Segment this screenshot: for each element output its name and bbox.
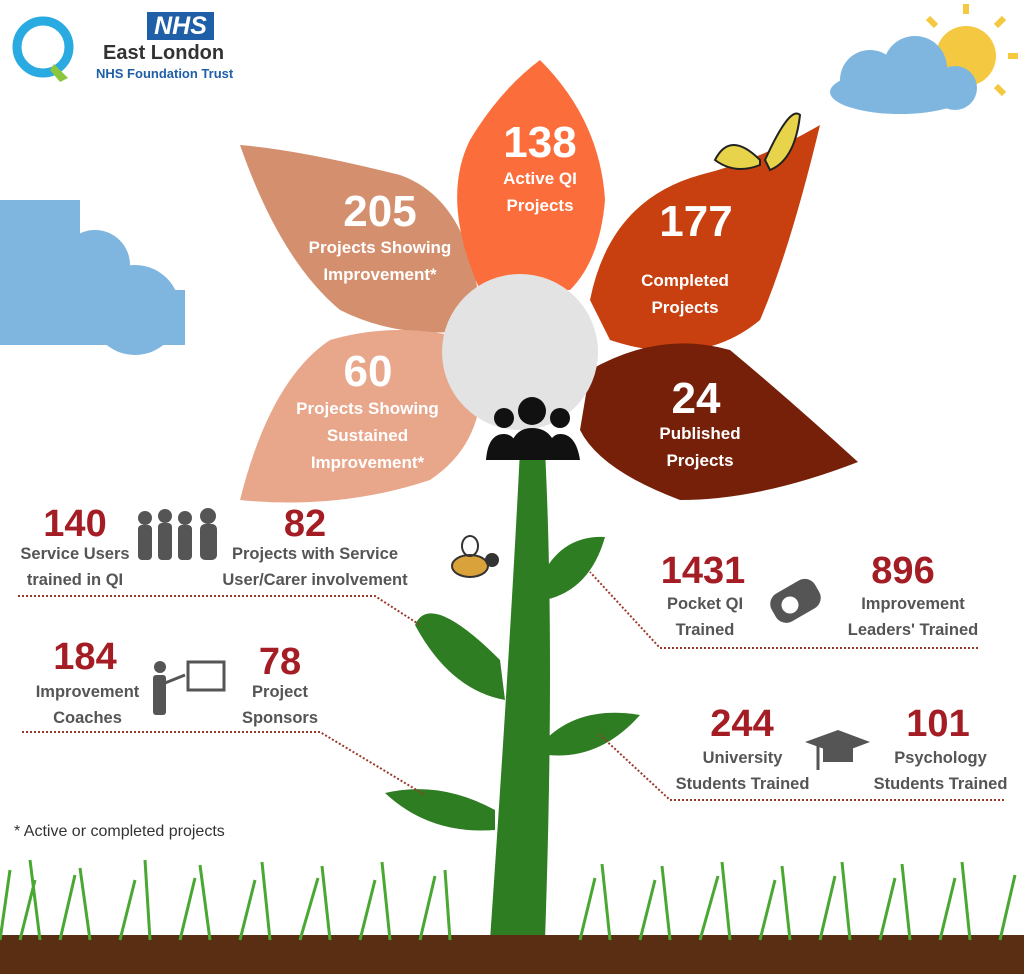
petal-published [580, 343, 858, 500]
petal-number: 60 [343, 347, 393, 396]
org-name: East London [103, 42, 225, 64]
petal-completed [590, 125, 820, 352]
leaf [545, 712, 640, 756]
trust-name: NHS Foundation Trust [96, 66, 234, 81]
stat-number: 184 [53, 636, 117, 678]
petal-active [457, 60, 605, 290]
nhs-logo: NHS [147, 12, 214, 40]
stat-label: University Students Trained [675, 749, 810, 793]
stat-number: 896 [871, 550, 935, 592]
stat-label: Improvement Leaders' Trained [847, 595, 979, 639]
petal-sustained [240, 330, 482, 503]
certificate-icon [770, 578, 821, 623]
cloud-icon [0, 200, 185, 355]
butterfly-icon [713, 112, 802, 172]
bee-icon [451, 535, 499, 578]
stat-number: 244 [710, 703, 774, 745]
footnote: * Active or completed projects [14, 823, 225, 840]
stat-label: Psychology Students Trained [873, 749, 1008, 793]
stat-label: Pocket QI Trained [666, 595, 744, 639]
stat-label: Project Sponsors [241, 683, 319, 727]
stat-number: 101 [906, 703, 970, 745]
stat-number: 78 [258, 641, 302, 683]
flower-centre [442, 274, 598, 430]
stat-number: 1431 [660, 550, 746, 592]
petal-label: Published Projects [659, 424, 741, 470]
leaf [385, 789, 495, 831]
qi-logo-icon [12, 16, 74, 82]
stat-label: Service Users trained in QI [20, 545, 130, 589]
petal-label: Projects Showing Sustained Improvement* [296, 399, 439, 472]
petal-label: Projects Showing Improvement* [308, 238, 452, 284]
stem [490, 450, 550, 940]
petal-number: 177 [659, 197, 733, 246]
petal-number: 138 [503, 118, 577, 167]
petal-label: Active QI Projects [503, 169, 577, 215]
stat-number: 140 [43, 503, 107, 545]
leaf [540, 536, 605, 600]
stat-label: Projects with Service User/Carer involvem… [222, 545, 408, 589]
graduation-cap-icon [805, 730, 870, 770]
crowd-icon [138, 508, 217, 560]
petal-number: 24 [671, 374, 721, 423]
cloud-icon [830, 36, 977, 114]
stat-label: Improvement Coaches [35, 683, 140, 727]
petal-improvement [240, 145, 480, 333]
presenter-icon [153, 660, 226, 715]
people-group-icon [486, 397, 580, 460]
connector-lines [18, 571, 1004, 801]
leaf [415, 613, 505, 700]
grass [0, 859, 1017, 941]
petal-number: 205 [343, 187, 417, 236]
stat-number: 82 [283, 503, 327, 545]
ground [0, 935, 1024, 974]
petal-label: Completed Projects [641, 271, 729, 317]
